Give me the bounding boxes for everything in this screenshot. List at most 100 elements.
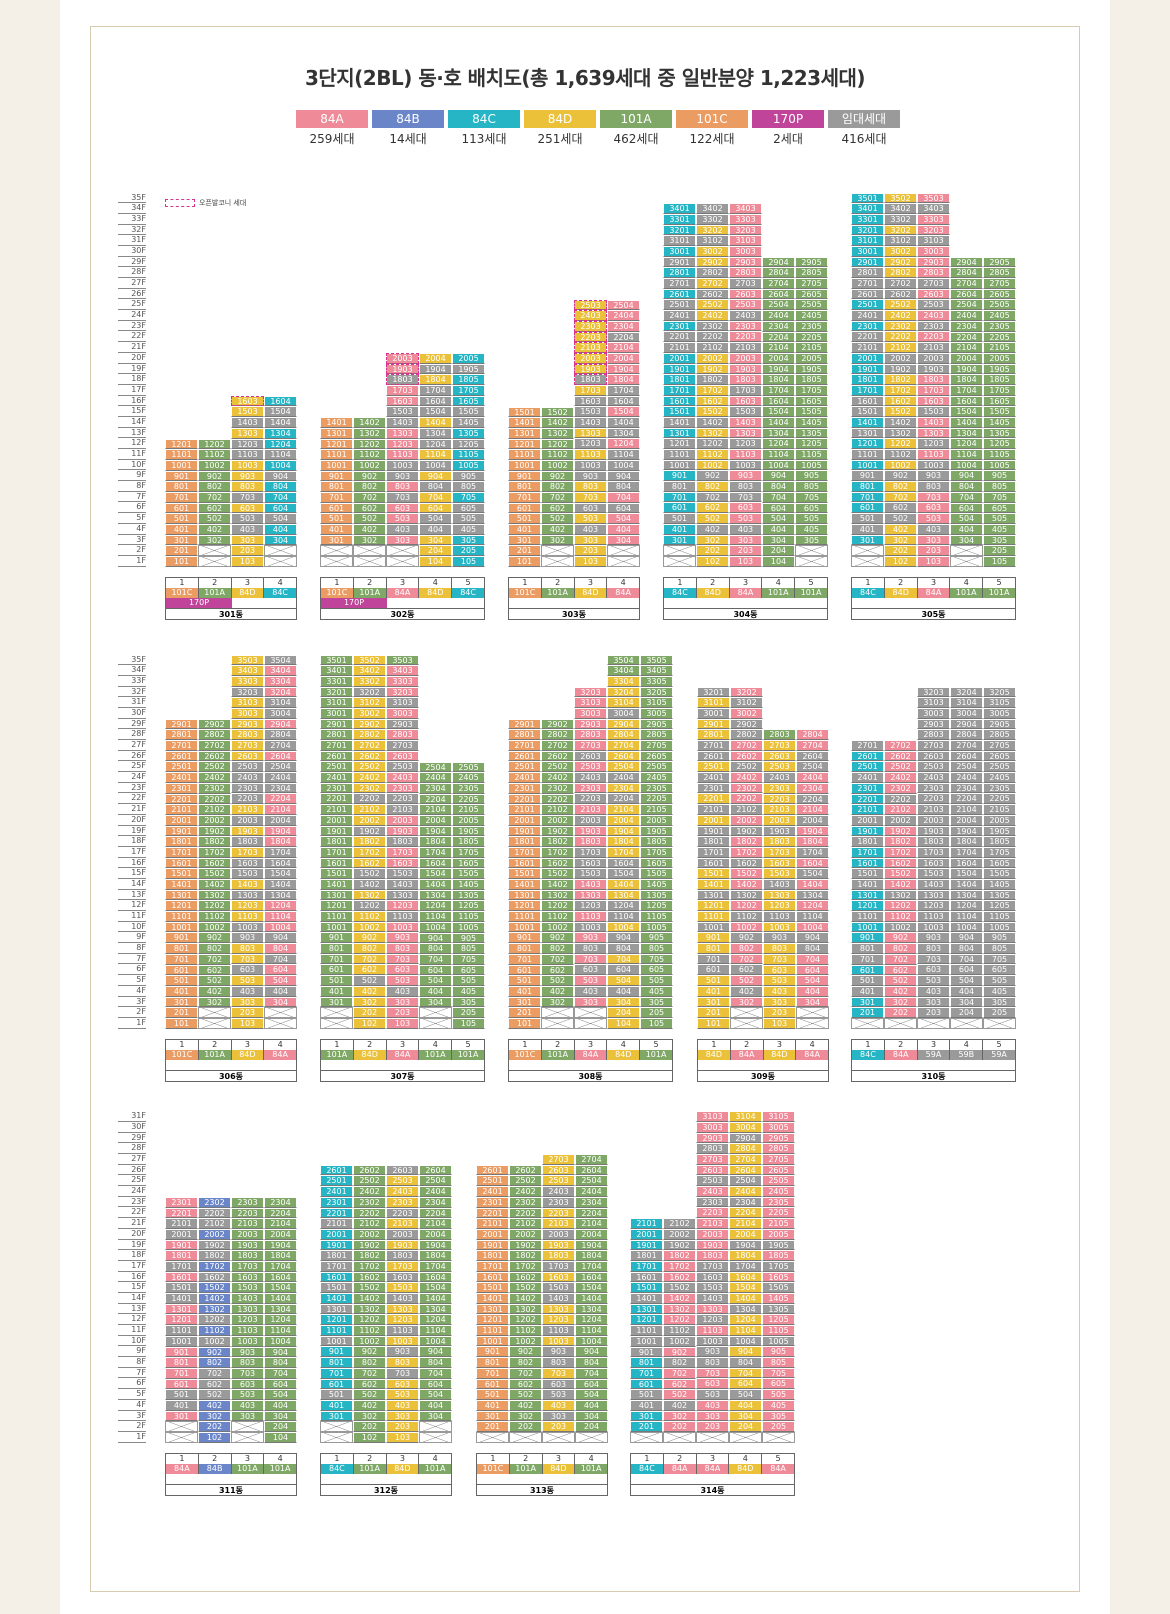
legend-swatch: 170P <box>752 110 824 128</box>
unit-cell <box>320 1431 353 1443</box>
unit-cell: 1903 <box>231 825 264 837</box>
unit-cell: 701 <box>320 1367 353 1379</box>
unit-cell: 2102 <box>509 1218 542 1229</box>
unit-cell: 801 <box>165 481 198 493</box>
unit-cell: 1104 <box>729 1325 762 1336</box>
unit-cell: 704 <box>762 491 795 503</box>
unit-cell: 3303 <box>917 213 950 225</box>
unit-cell: 2803 <box>231 729 264 740</box>
unit-cell: 304 <box>575 1410 608 1422</box>
line-number: 2 <box>542 578 575 588</box>
unit-column: 3503 3403 3303 3203 3103 3003 2903 2803 2703 2603… <box>386 654 419 1614</box>
unit-cell: 1102 <box>353 1325 386 1336</box>
unit-cell: 1902 <box>884 363 917 375</box>
unit-cell: 1801 <box>476 1250 509 1261</box>
line-type: 84A <box>386 588 420 598</box>
unit-cell: 1102 <box>541 911 574 922</box>
unit-cell: 2201 <box>165 793 198 805</box>
unit-cell: 1601 <box>851 395 884 407</box>
unit-cell: 2503 <box>696 1175 729 1187</box>
unit-cell: 1603 <box>763 857 796 869</box>
unit-cell: 1302 <box>541 889 574 901</box>
unit-cell: 901 <box>851 932 884 944</box>
legend-count: 416세대 <box>841 132 887 146</box>
unit-cell: 3401 <box>851 203 884 214</box>
unit-cell: 2001 <box>663 352 696 364</box>
unit-cell <box>320 545 353 557</box>
unit-cell: 2902 <box>884 256 917 268</box>
unit-cell: 2902 <box>353 718 386 730</box>
unit-cell: 1204 <box>419 1314 452 1326</box>
unit-cell: 2001 <box>476 1228 509 1240</box>
unit-cell: 1804 <box>264 836 297 847</box>
unit-cell: 1304 <box>264 889 297 901</box>
unit-cell: 1904 <box>419 1239 452 1251</box>
unit-cell: 404 <box>950 523 983 535</box>
unit-cell: 1301 <box>630 1303 663 1315</box>
unit-cell: 2003 <box>231 1228 264 1240</box>
unit-cell: 2803 <box>917 267 950 278</box>
unit-cell <box>264 545 297 557</box>
unit-cell: 3203 <box>917 224 950 236</box>
unit-cell: 1503 <box>231 406 264 418</box>
unit-cell: 1405 <box>983 878 1016 890</box>
unit-cell: 1302 <box>696 427 729 439</box>
floor-label: 7F <box>118 492 146 503</box>
unit-cell: 904 <box>575 1346 608 1358</box>
unit-cell <box>950 555 983 567</box>
unit-cell <box>541 556 574 567</box>
floor-label: 8F <box>118 943 146 954</box>
unit-cell: 1903 <box>574 363 607 375</box>
line-type: 84A <box>663 1464 697 1474</box>
unit-cell: 1004 <box>264 459 297 471</box>
unit-cell: 3101 <box>697 697 730 708</box>
line-number: 1 <box>509 1040 542 1050</box>
unit-cell: 2204 <box>950 331 983 343</box>
unit-cell: 2303 <box>917 320 950 332</box>
unit-cell: 2603 <box>917 288 950 300</box>
unit-cell: 3103 <box>231 697 264 708</box>
unit-cell: 1203 <box>231 1314 264 1326</box>
unit-cell: 702 <box>696 491 729 503</box>
line-number: 4 <box>419 1040 453 1050</box>
unit-cell: 1602 <box>730 857 763 869</box>
unit-cell: 803 <box>231 943 264 954</box>
unit-cell: 2102 <box>884 342 917 353</box>
unit-cell: 501 <box>165 1389 198 1400</box>
unit-cell: 302 <box>696 534 729 546</box>
unit-cell: 305 <box>983 534 1016 546</box>
unit-cell: 1002 <box>353 1335 386 1347</box>
unit-cell: 1205 <box>983 900 1016 912</box>
unit-cell: 2102 <box>353 804 386 815</box>
unit-cell: 2902 <box>198 718 231 730</box>
unit-cell: 1704 <box>729 1260 762 1272</box>
floor-label: 24F <box>118 1186 146 1197</box>
unit-column: 2504 2404 2304 2204 2104 2004 1904 1804 1704 1604… <box>607 299 640 1614</box>
unit-cell: 103 <box>574 556 607 567</box>
unit-cell <box>320 1007 353 1018</box>
unit-cell: 2303 <box>917 782 950 794</box>
unit-cell: 303 <box>386 534 419 546</box>
unit-cell: 2202 <box>353 1207 386 1219</box>
unit-cell: 2704 <box>264 740 297 751</box>
unit-cell: 3002 <box>696 245 729 257</box>
unit-cell: 2002 <box>353 1228 386 1240</box>
unit-cell: 202 <box>884 1007 917 1018</box>
line-number: 1 <box>852 578 885 588</box>
unit-cell: 1902 <box>198 825 231 837</box>
unit-cell: 2302 <box>198 1196 231 1208</box>
unit-cell: 3004 <box>729 1121 762 1133</box>
line-number: 2 <box>199 1040 232 1050</box>
unit-cell: 1504 <box>575 1282 608 1294</box>
unit-cell: 2005 <box>983 814 1016 826</box>
line-number: 5 <box>465 1040 471 1049</box>
unit-cell: 802 <box>198 943 231 954</box>
unit-cell: 1002 <box>198 921 231 933</box>
unit-cell: 903 <box>386 932 419 944</box>
unit-cell <box>762 1431 795 1443</box>
unit-cell: 1305 <box>983 427 1016 439</box>
unit-cell: 2803 <box>917 729 950 741</box>
unit-cell: 303 <box>386 996 419 1008</box>
unit-cell: 3503 <box>231 654 264 666</box>
unit-cell: 1202 <box>353 900 386 911</box>
